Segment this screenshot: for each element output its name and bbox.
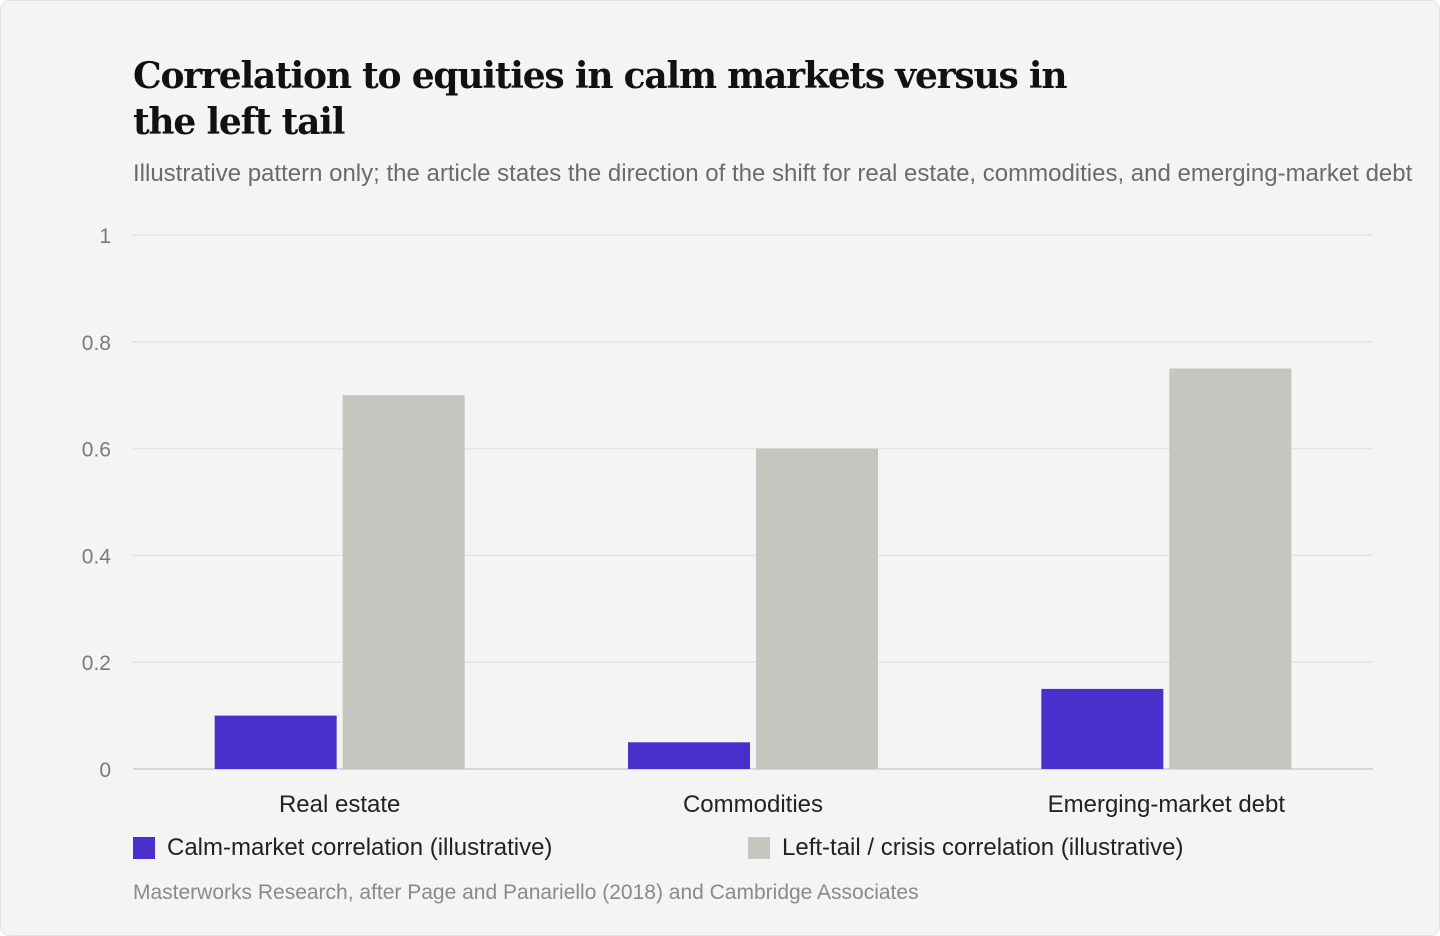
y-tick-label: 1: [99, 225, 111, 248]
y-tick-label: 0.2: [82, 652, 111, 675]
source-note: Masterworks Research, after Page and Pan…: [133, 881, 919, 904]
y-tick-label: 0.6: [82, 439, 111, 462]
bar-calm: [1041, 688, 1164, 769]
legend-item-crisis: Left-tail / crisis correlation (illustra…: [748, 831, 1183, 865]
bar-crisis: [342, 395, 465, 769]
chart-title: Correlation to equities in calm markets …: [133, 55, 1068, 143]
legend-label-calm: Calm-market correlation (illustrative): [167, 834, 553, 861]
chart-subtitle: Illustrative pattern only; the article s…: [133, 160, 1413, 187]
x-category-label: Emerging-market debt: [1048, 791, 1286, 818]
legend-swatch-calm: [133, 837, 155, 859]
bar-crisis: [1169, 368, 1292, 769]
y-tick-label: 0.4: [82, 545, 112, 568]
bar-calm: [214, 715, 337, 769]
y-tick-label: 0.8: [82, 332, 111, 355]
y-tick-label: 0: [99, 759, 111, 782]
legend: Calm-market correlation (illustrative) L…: [1, 831, 1439, 865]
x-category-label: Real estate: [279, 791, 400, 818]
x-category-label: Commodities: [683, 791, 823, 818]
bar-crisis: [756, 448, 878, 769]
bar-calm: [628, 742, 750, 769]
legend-item-calm: Calm-market correlation (illustrative): [133, 831, 552, 865]
legend-label-crisis: Left-tail / crisis correlation (illustra…: [782, 834, 1184, 861]
legend-swatch-crisis: [748, 837, 770, 859]
